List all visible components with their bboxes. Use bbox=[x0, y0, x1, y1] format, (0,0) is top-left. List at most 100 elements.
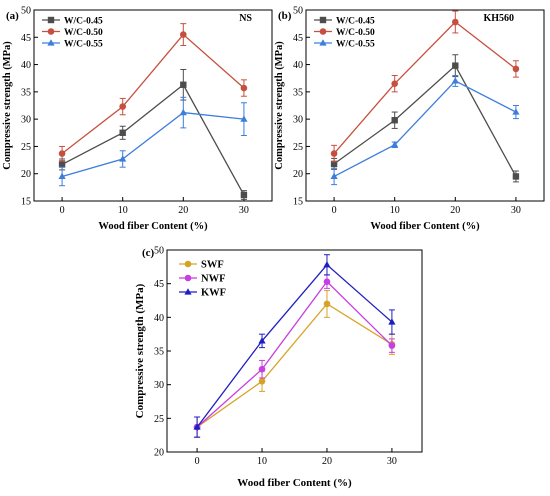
legend-marker bbox=[184, 260, 192, 268]
data-point bbox=[258, 365, 266, 373]
data-point bbox=[323, 278, 331, 285]
y-axis-label: Compressive strength (MPa) bbox=[274, 41, 285, 170]
y-tick-label: 30 bbox=[293, 115, 303, 126]
y-tick-label: 40 bbox=[293, 60, 303, 71]
legend-marker bbox=[47, 28, 55, 35]
series-line bbox=[196, 303, 393, 428]
data-point bbox=[193, 423, 201, 430]
x-tick-label: 20 bbox=[450, 205, 460, 216]
data-point bbox=[323, 300, 331, 308]
legend-label: W/C-0.45 bbox=[336, 17, 375, 27]
legend-marker bbox=[184, 274, 192, 282]
series-W/C-0.45: W/C-0.45 bbox=[42, 16, 248, 200]
legend-label: KWF bbox=[201, 288, 226, 299]
data-point bbox=[119, 129, 126, 136]
data-point bbox=[240, 84, 248, 92]
plot-frame bbox=[33, 9, 273, 202]
data-point bbox=[452, 62, 459, 69]
y-tick-label: 50 bbox=[154, 246, 164, 257]
data-point bbox=[58, 161, 66, 168]
y-tick-label: 20 bbox=[293, 169, 303, 180]
series-line bbox=[333, 21, 517, 154]
data-point bbox=[119, 103, 126, 110]
y-tick-label: 35 bbox=[21, 87, 31, 98]
panel-tag: KH560 bbox=[483, 13, 514, 24]
series-line bbox=[61, 83, 245, 196]
y-tick-label: 25 bbox=[154, 414, 164, 425]
series-W/C-0.50: W/C-0.50 bbox=[42, 23, 248, 162]
series-line bbox=[333, 80, 517, 178]
data-point bbox=[330, 172, 338, 180]
series-line bbox=[196, 263, 393, 428]
legend-label: W/C-0.50 bbox=[64, 28, 103, 38]
data-point bbox=[58, 172, 66, 180]
data-point bbox=[391, 117, 398, 124]
y-tick-label: 20 bbox=[154, 448, 164, 459]
y-tick-label: 35 bbox=[154, 347, 164, 358]
x-tick-label: 0 bbox=[60, 205, 65, 216]
series-W/C-0.50: W/C-0.50 bbox=[314, 10, 520, 163]
x-tick-label: 10 bbox=[257, 456, 267, 467]
panel-label: (b) bbox=[278, 10, 292, 22]
y-tick-label: 25 bbox=[21, 142, 31, 153]
data-point bbox=[452, 18, 459, 26]
data-point bbox=[512, 108, 520, 115]
data-point bbox=[240, 115, 248, 122]
y-tick-label: 45 bbox=[293, 33, 303, 44]
legend-marker bbox=[184, 288, 192, 295]
panel-label: (c) bbox=[142, 247, 155, 259]
y-tick-label: 45 bbox=[21, 33, 31, 44]
data-point bbox=[258, 337, 266, 344]
panel-label: (a) bbox=[6, 10, 19, 22]
data-point bbox=[323, 261, 331, 268]
legend-label: NWF bbox=[201, 274, 226, 285]
x-tick-label: 30 bbox=[239, 205, 249, 216]
data-point bbox=[388, 318, 396, 325]
x-tick-label: 30 bbox=[387, 456, 397, 467]
data-point bbox=[180, 31, 187, 38]
data-point bbox=[258, 378, 266, 385]
data-point bbox=[388, 342, 396, 349]
x-tick-label: 0 bbox=[195, 456, 200, 467]
x-axis-label: Wood fiber Content (%) bbox=[98, 221, 208, 232]
legend-marker bbox=[47, 16, 55, 24]
y-tick-label: 45 bbox=[154, 279, 164, 290]
x-tick-label: 20 bbox=[322, 456, 332, 467]
legend-label: W/C-0.55 bbox=[64, 40, 103, 50]
series-W/C-0.55: W/C-0.55 bbox=[314, 39, 520, 186]
data-point bbox=[180, 81, 187, 88]
y-tick-label: 15 bbox=[21, 197, 31, 208]
y-tick-label: 20 bbox=[21, 169, 31, 180]
y-tick-label: 50 bbox=[21, 6, 31, 17]
panel-0: 15 20 25 30 35 40 45 50 0 10 20 30 Wood fiber Conten… bbox=[2, 6, 273, 232]
x-tick-label: 30 bbox=[511, 205, 521, 216]
series-line bbox=[196, 280, 393, 428]
series-line bbox=[61, 33, 245, 155]
plot-frame bbox=[305, 9, 545, 202]
series-W/C-0.55: W/C-0.55 bbox=[42, 39, 248, 187]
y-tick-label: 15 bbox=[293, 197, 303, 208]
legend-marker bbox=[319, 16, 327, 24]
legend-marker bbox=[319, 28, 327, 35]
y-tick-label: 30 bbox=[154, 380, 164, 391]
series-line bbox=[333, 64, 517, 177]
y-axis-label: Compressive strength (MPa) bbox=[2, 41, 13, 170]
y-axis-label: Compressive strength (MPa) bbox=[134, 283, 146, 418]
y-tick-label: 40 bbox=[21, 60, 31, 71]
data-point bbox=[451, 77, 459, 84]
y-tick-label: 50 bbox=[293, 6, 303, 17]
legend-label: SWF bbox=[201, 260, 224, 271]
data-point bbox=[391, 140, 399, 148]
legend-label: W/C-0.45 bbox=[64, 17, 103, 27]
data-point bbox=[512, 173, 520, 180]
y-tick-label: 35 bbox=[293, 87, 303, 98]
data-point bbox=[330, 160, 338, 168]
x-axis-label: Wood fiber Content (%) bbox=[370, 221, 480, 232]
data-point bbox=[179, 108, 187, 116]
data-point bbox=[240, 191, 248, 199]
x-tick-label: 0 bbox=[332, 205, 337, 216]
data-point bbox=[119, 155, 127, 162]
x-tick-label: 10 bbox=[118, 205, 128, 216]
legend-label: W/C-0.55 bbox=[336, 40, 375, 50]
